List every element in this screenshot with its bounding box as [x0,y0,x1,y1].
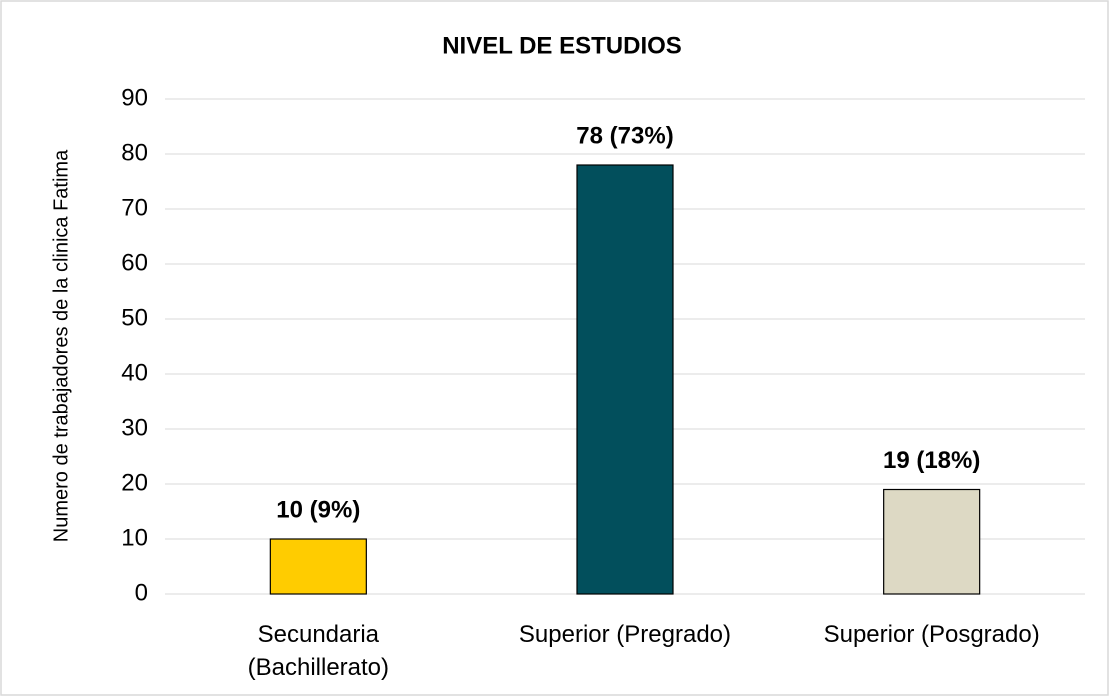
y-tick-label: 10 [121,524,148,551]
y-tick-label: 30 [121,414,148,441]
chart-title: NIVEL DE ESTUDIOS [442,32,682,59]
bar [883,488,981,595]
x-tick-label: Superior (Pregrado) [518,621,732,648]
y-tick-label: 70 [121,194,148,221]
data-label: 19 (18%) [883,447,980,474]
data-label: 10 (9%) [276,496,360,523]
y-tick-label: 50 [121,304,148,331]
y-axis-label: Numero de trabajadores de la clinica Fat… [50,149,72,542]
data-label: 78 (73%) [576,122,673,149]
y-tick-label: 60 [121,249,148,276]
x-tick-label: Secundaria (Bachillerato) [247,621,390,681]
x-tick-label-box: Superior (Posgrado) [823,621,1040,648]
y-tick-label: 90 [121,84,148,111]
y-tick-label: 20 [121,469,148,496]
bar [576,164,674,595]
y-tick-label: 40 [121,359,148,386]
y-tick-label: 80 [121,139,148,166]
y-tick-label: 0 [135,579,148,606]
x-tick-label-box: Secundaria (Bachillerato) [247,621,390,681]
x-tick-label: Superior (Posgrado) [823,621,1040,648]
bar [269,538,367,595]
x-tick-label-box: Superior (Pregrado) [518,621,732,648]
